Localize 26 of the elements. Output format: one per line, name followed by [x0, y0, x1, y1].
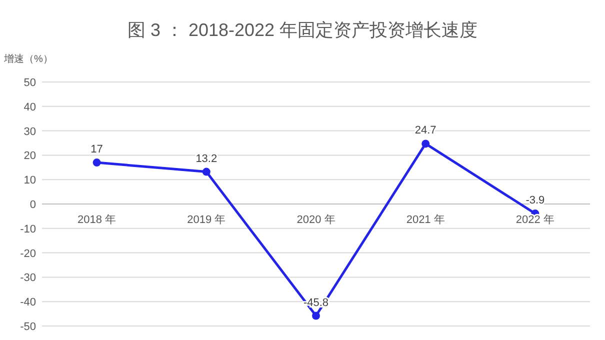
y-tick-label: 50 [24, 77, 36, 89]
y-axis-title: 增速（%） [3, 53, 53, 65]
y-tick-label: -30 [20, 272, 36, 284]
chart-title: 图 3 ： 2018-2022 年固定资产投资增长速度 [127, 20, 478, 40]
data-label: 24.7 [414, 124, 436, 137]
y-tick-label: 0 [30, 199, 36, 211]
x-tick-label: 2022 年 [516, 214, 554, 226]
y-tick-label: 10 [24, 174, 36, 187]
x-tick-label: 2018 年 [78, 214, 116, 226]
y-tick-label: 20 [24, 150, 36, 162]
y-tick-label: 40 [24, 101, 36, 114]
y-tick-label: -50 [20, 321, 36, 333]
point [202, 168, 210, 176]
x-tick-label: 2020 年 [296, 214, 336, 226]
y-tick-label: -20 [20, 248, 36, 260]
point [312, 312, 320, 320]
y-tick-label: -10 [20, 223, 36, 236]
x-tick-label: 2019 年 [187, 214, 226, 226]
y-tick-label: 30 [24, 126, 36, 138]
x-tick-label: 2021 年 [406, 214, 445, 226]
data-label: 17 [90, 144, 103, 156]
point [422, 140, 430, 148]
data-label: -3.9 [526, 194, 545, 207]
point [92, 158, 101, 167]
y-tick-label: -40 [20, 296, 36, 309]
data-label: 13.2 [196, 152, 218, 165]
